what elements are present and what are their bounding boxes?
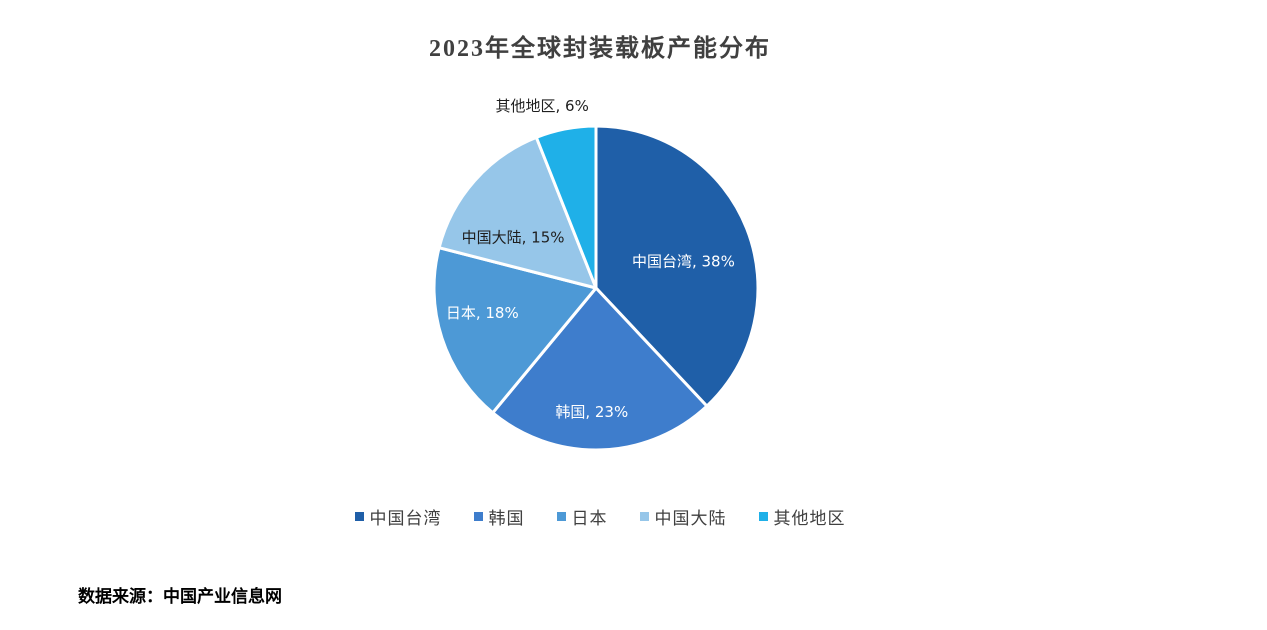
legend-swatch-icon xyxy=(473,512,483,521)
pie-slice-中国台湾 xyxy=(594,124,760,408)
legend-item-中国台湾: 中国台湾 xyxy=(354,504,442,529)
legend-label: 中国台湾 xyxy=(369,509,442,528)
legend: 中国台湾 韩国 日本 中国大陆 其他地区 xyxy=(0,504,1200,529)
legend-item-日本: 日本 xyxy=(556,504,608,529)
legend-label: 其他地区 xyxy=(773,509,846,528)
pie-data-label-中国台湾: 中国台湾, 38% xyxy=(632,252,735,270)
pie-slice-中国大陆 xyxy=(437,135,598,290)
legend-label: 韩国 xyxy=(488,509,525,528)
legend-swatch-icon xyxy=(556,512,566,521)
legend-item-其他地区: 其他地区 xyxy=(758,504,846,529)
legend-label: 日本 xyxy=(571,509,608,528)
source-note: 数据来源：中国产业信息网 xyxy=(78,587,282,606)
pie-data-label-中国大陆: 中国大陆, 15% xyxy=(462,229,565,247)
legend-item-中国大陆: 中国大陆 xyxy=(639,504,727,529)
legend-label: 中国大陆 xyxy=(654,509,727,528)
pie-slice-韩国 xyxy=(491,286,709,452)
pie-slice-日本 xyxy=(432,246,598,415)
pie-slice-其他地区 xyxy=(534,124,598,290)
legend-swatch-icon xyxy=(758,512,768,521)
pie-chart: 中国台湾, 38% 韩国, 23% 日本, 18% 中国大陆, 15% 其他地区, 6% xyxy=(432,97,760,452)
legend-item-韩国: 韩国 xyxy=(473,504,525,529)
legend-swatch-icon xyxy=(354,512,364,521)
legend-swatch-icon xyxy=(639,512,649,521)
pie-data-label-日本: 日本, 18% xyxy=(446,304,519,322)
pie-data-label-韩国: 韩国, 23% xyxy=(555,403,628,421)
chart-title: 2023年全球封装载板产能分布 xyxy=(429,36,771,62)
pie-data-label-其他地区: 其他地区, 6% xyxy=(496,97,589,115)
